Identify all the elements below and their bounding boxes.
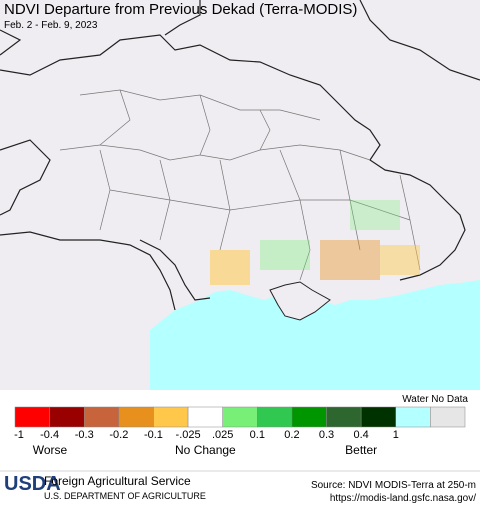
legend-swatch <box>153 406 189 428</box>
source-note: Source: NDVI MODIS-Terra at 250-m <box>311 480 476 491</box>
oblast-borders <box>59 89 421 281</box>
legend-swatch <box>118 406 154 428</box>
legend-tick-label: .025 <box>212 429 233 441</box>
legend-caption: No Change <box>175 443 236 457</box>
legend-tick-label: 0.2 <box>284 429 299 441</box>
legend-swatch <box>257 406 293 428</box>
department-name: U.S. DEPARTMENT OF AGRICULTURE <box>44 491 206 501</box>
legend-tick-label: 1 <box>393 429 399 441</box>
crimea <box>269 281 331 321</box>
map-subtitle: Feb. 2 - Feb. 9, 2023 <box>4 20 98 31</box>
legend-swatch <box>222 406 258 428</box>
country-borders <box>0 0 480 311</box>
legend-swatch <box>187 406 223 428</box>
legend-swatch <box>395 406 431 428</box>
legend-tick-label: 0.1 <box>250 429 265 441</box>
legend-swatch <box>14 406 50 428</box>
legend-special-label: Water No Data <box>402 394 468 405</box>
legend-tick-label: 0.3 <box>319 429 334 441</box>
legend-tick-label: -0.3 <box>75 429 94 441</box>
legend-swatch <box>430 406 466 428</box>
legend-tick-label: -0.4 <box>40 429 59 441</box>
source-url: https://modis-land.gsfc.nasa.gov/ <box>330 493 476 504</box>
legend-tick-label: -1 <box>14 429 24 441</box>
sea <box>150 280 480 390</box>
legend-swatch <box>326 406 362 428</box>
legend-swatch <box>291 406 327 428</box>
legend-tick-label: -.025 <box>176 429 201 441</box>
legend-tick-label: -0.1 <box>144 429 163 441</box>
legend-caption: Worse <box>33 443 68 457</box>
legend-tick-label: -0.2 <box>109 429 128 441</box>
agency-name: Foreign Agricultural Service <box>44 474 191 488</box>
legend-swatch <box>360 406 397 428</box>
legend-tick-label: 0.4 <box>354 429 369 441</box>
legend-swatch <box>49 406 85 428</box>
ndvi-speckles <box>210 200 420 285</box>
legend-caption: Better <box>345 443 377 457</box>
legend-swatch <box>83 406 120 428</box>
usda-logo: USDA <box>4 473 61 495</box>
map-title: NDVI Departure from Previous Dekad (Terr… <box>4 1 357 18</box>
legend: -1 -0.4 -0.3 -0.2 -0.1 -.025 .025 0.1 0.2 0.3 0.4 1… <box>14 406 466 457</box>
